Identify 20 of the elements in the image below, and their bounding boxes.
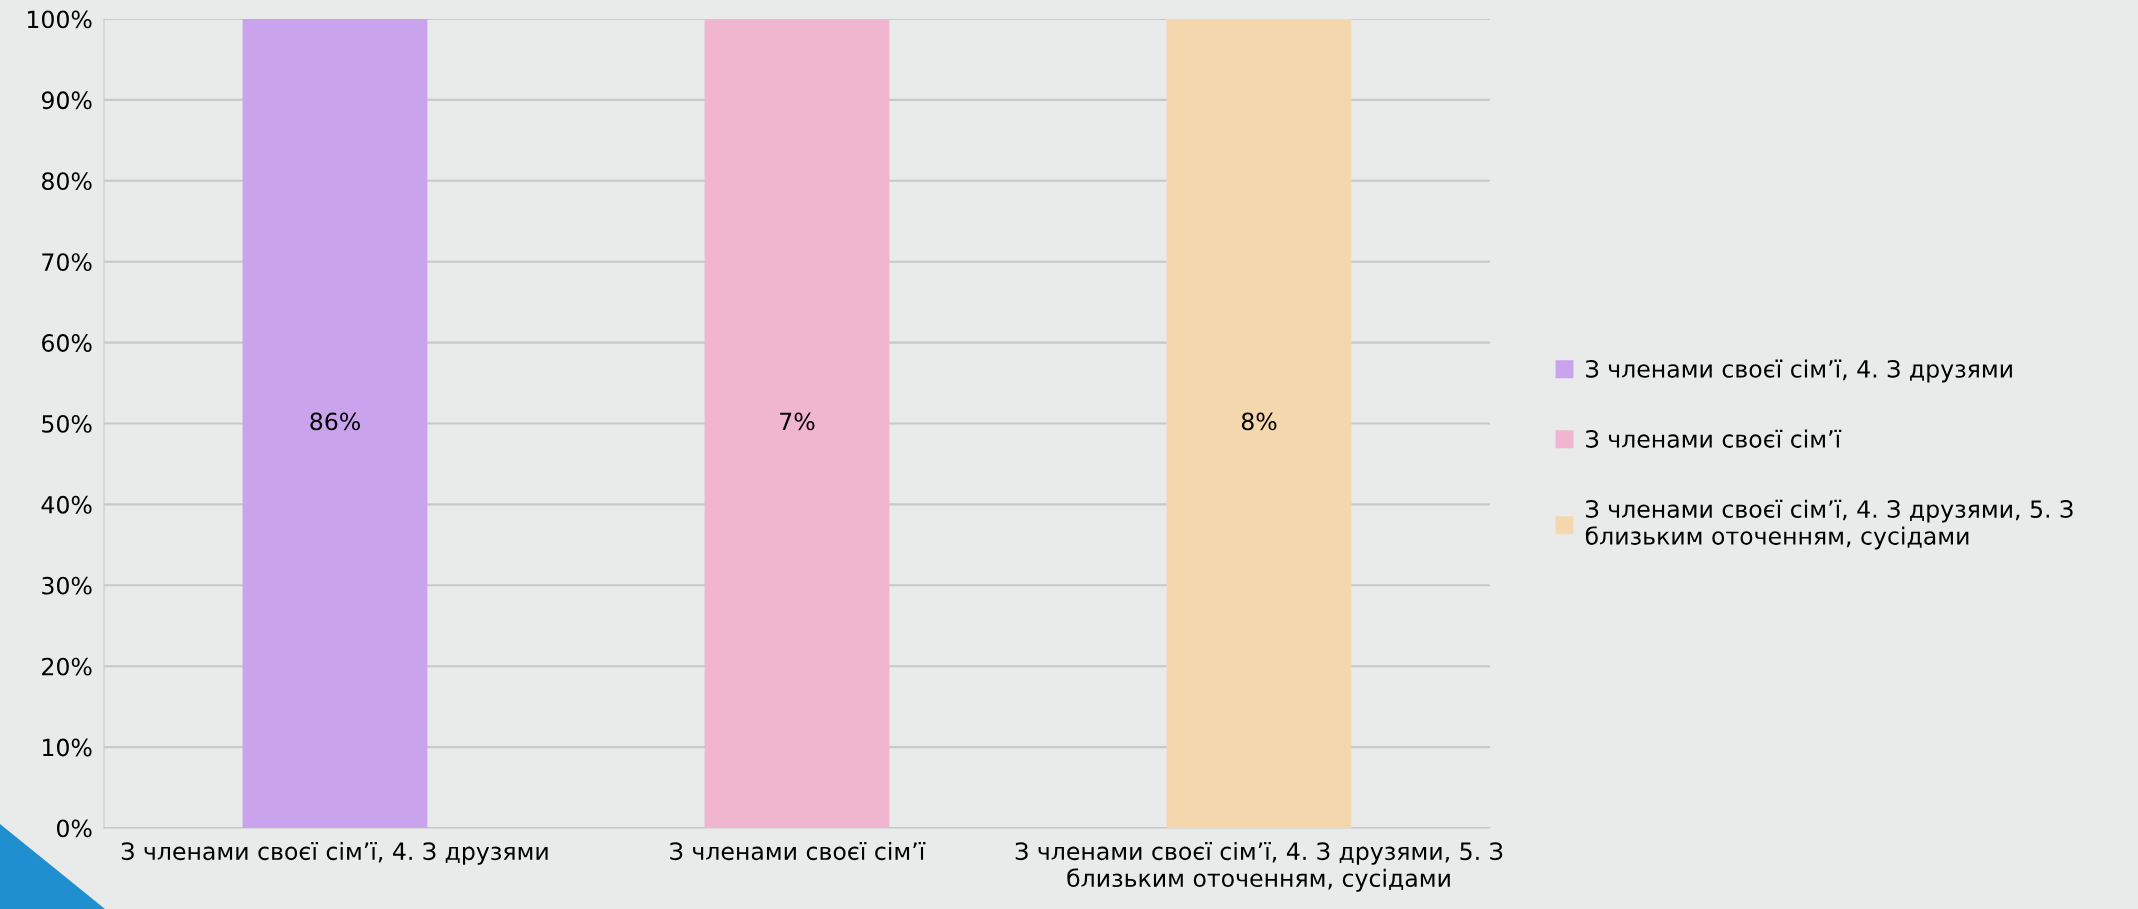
y-tick-label: 20% — [42, 657, 92, 676]
y-tick-label: 50% — [42, 414, 92, 433]
x-tick-label: З членами своєї сім’ї, 4. З друзями — [121, 841, 548, 865]
y-tick-label: 60% — [42, 334, 92, 352]
legend-label: З членами своєї сім’ї, 4. З друзями, 5. З близьким оточенням, сусідами — [1585, 499, 2073, 550]
y-tick-label: 70% — [42, 253, 92, 272]
x-tick-label: З членами своєї сім’ї, 4. З друзями, 5. З близьким оточенням, сусідами — [1015, 841, 1503, 892]
annotation: 8% — [1241, 412, 1277, 431]
y-tick-label: 30% — [42, 576, 92, 595]
y-tick-label: 40% — [41, 495, 92, 514]
legend-label: З членами своєї сім’ї — [1586, 429, 1842, 448]
legend-label: З членами своєї сім’ї, 4. З друзями — [1586, 359, 2012, 383]
annotation: 7% — [780, 412, 815, 431]
y-tick-label: 10% — [43, 738, 92, 757]
x-tick-label: З членами своєї сім’ї — [670, 841, 926, 861]
y-tick-label: 90% — [41, 91, 92, 110]
y-tick-label: 0% — [56, 819, 92, 838]
y-tick-label: 80% — [42, 172, 92, 191]
y-tick-label: 100% — [27, 10, 92, 29]
annotation: 86% — [310, 412, 360, 431]
